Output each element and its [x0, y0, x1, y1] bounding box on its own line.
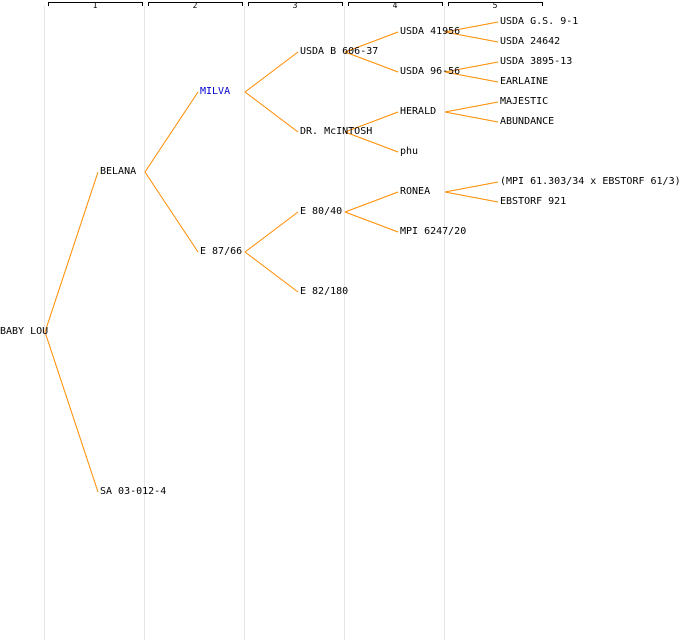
- generation-number-3: 3: [292, 1, 298, 10]
- node-usda-gs-9-1[interactable]: USDA G.S. 9-1: [500, 16, 579, 27]
- node-usda-96-56[interactable]: USDA 96-56: [400, 66, 461, 77]
- node-usda-41956[interactable]: USDA 41956: [400, 26, 461, 37]
- link-dr-mcintosh-phu: [344, 131, 399, 153]
- node-belana[interactable]: BELANA: [100, 166, 137, 177]
- node-dr-mcintosh[interactable]: DR. McINTOSH: [300, 126, 373, 137]
- link-ronea-ebstorf-921: [444, 191, 499, 203]
- link-e-87-66-e-82-180: [244, 251, 299, 293]
- link-dr-mcintosh-herald: [344, 111, 399, 133]
- node-e-87-66[interactable]: E 87/66: [200, 246, 243, 257]
- generation-number-4: 4: [392, 1, 398, 10]
- node-ebstorf-921[interactable]: EBSTORF 921: [500, 196, 567, 207]
- link-baby-lou-belana: [44, 171, 99, 333]
- node-abundance[interactable]: ABUNDANCE: [500, 116, 555, 127]
- link-e-80-40-ronea: [344, 191, 399, 213]
- node-usda-24642[interactable]: USDA 24642: [500, 36, 561, 47]
- link-usda-41956-usda-24642: [444, 31, 499, 43]
- link-usda-b-606-37-usda-41956: [344, 31, 399, 53]
- link-milva-dr-mcintosh: [244, 91, 299, 133]
- node-usda-b-606-37[interactable]: USDA B 606-37: [300, 46, 379, 57]
- link-usda-b-606-37-usda-96-56: [344, 51, 399, 73]
- generation-number-1: 1: [92, 1, 98, 10]
- link-baby-lou-sa-03-012-4: [44, 331, 99, 493]
- node-baby-lou[interactable]: BABY LOU: [0, 326, 49, 337]
- link-belana-e-87-66: [144, 171, 199, 253]
- node-ronea[interactable]: RONEA: [400, 186, 431, 197]
- link-usda-96-56-earlaine: [444, 71, 499, 83]
- node-mpi-ebstorf-cross[interactable]: (MPI 61.303/34 x EBSTORF 61/3): [500, 176, 681, 187]
- node-e-82-180[interactable]: E 82/180: [300, 286, 349, 297]
- link-herald-abundance: [444, 111, 499, 123]
- link-usda-41956-usda-gs-9-1: [444, 21, 499, 33]
- link-usda-96-56-usda-3895-13: [444, 61, 499, 73]
- generation-number-5: 5: [492, 1, 498, 10]
- link-ronea-mpi-ebstorf-cross: [444, 181, 499, 193]
- node-usda-3895-13[interactable]: USDA 3895-13: [500, 56, 573, 67]
- link-belana-milva: [144, 91, 199, 173]
- node-majestic[interactable]: MAJESTIC: [500, 96, 549, 107]
- link-milva-usda-b-606-37: [244, 51, 299, 93]
- node-earlaine[interactable]: EARLAINE: [500, 76, 549, 87]
- node-phu[interactable]: phu: [400, 146, 419, 157]
- link-herald-majestic: [444, 101, 499, 113]
- link-e-80-40-mpi-6247-20: [344, 211, 399, 233]
- node-milva[interactable]: MILVA: [200, 86, 231, 97]
- node-herald[interactable]: HERALD: [400, 106, 437, 117]
- node-sa-03-012-4[interactable]: SA 03-012-4: [100, 486, 167, 497]
- generation-number-2: 2: [192, 1, 198, 10]
- link-e-87-66-e-80-40: [244, 211, 299, 253]
- node-e-80-40[interactable]: E 80/40: [300, 206, 343, 217]
- node-mpi-6247-20[interactable]: MPI 6247/20: [400, 226, 467, 237]
